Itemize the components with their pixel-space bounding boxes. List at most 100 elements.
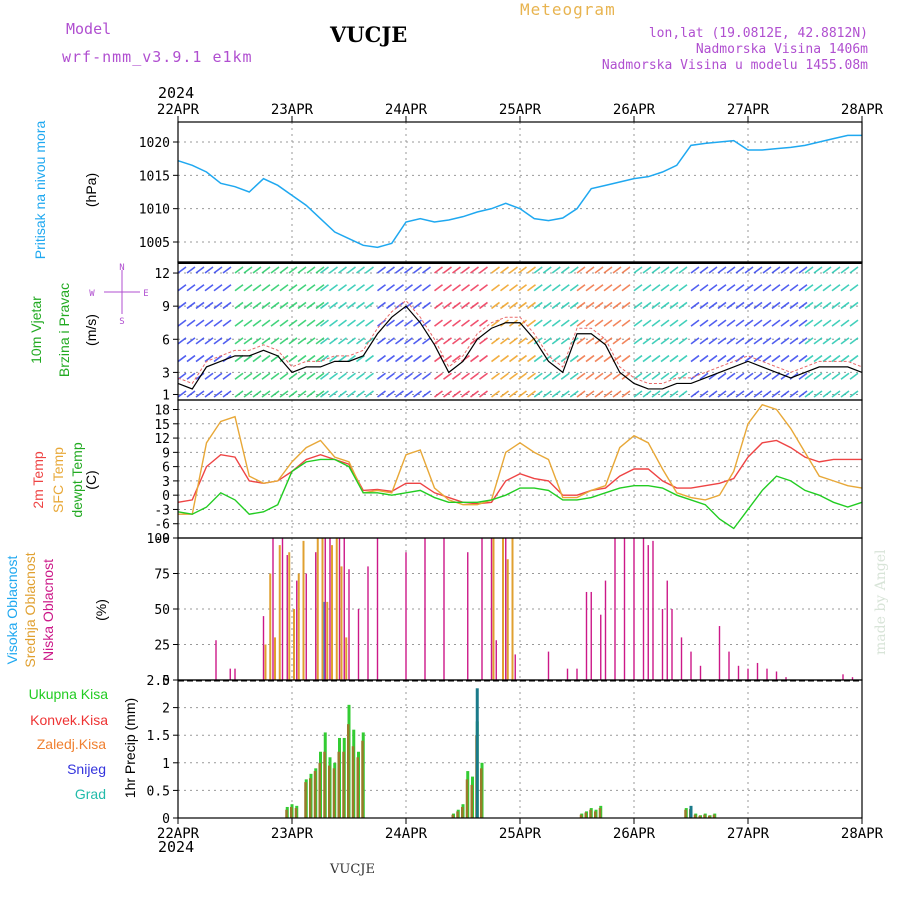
year-top: 2024: [158, 84, 195, 102]
wind-barb: [762, 354, 772, 363]
wind-barb: [491, 337, 500, 345]
wind-barb: [443, 284, 452, 292]
wind-barb: [542, 319, 552, 327]
precip-conv-bar: [693, 814, 697, 818]
wind-barb: [404, 301, 413, 310]
wind-barb: [560, 266, 570, 274]
wind-barb: [642, 372, 652, 380]
wind-barb: [822, 301, 832, 310]
wind-barb: [306, 301, 316, 310]
wind-barb: [699, 354, 709, 363]
precip-legend-snow: Snijeg: [67, 761, 106, 777]
wind-barb: [177, 354, 187, 363]
y-tick-label: 1: [162, 757, 170, 772]
x-date-label-bottom: 24APR: [385, 826, 428, 842]
wind-barb: [422, 372, 431, 380]
wind-barb: [222, 372, 232, 380]
wind-barb: [404, 390, 413, 398]
wind-barb: [443, 319, 452, 327]
wind-barb: [669, 372, 679, 380]
wind-barb: [491, 301, 500, 310]
wind-barb: [365, 354, 374, 363]
x-date-label-bottom: 26APR: [613, 826, 656, 842]
wind-barb: [642, 284, 652, 292]
wind-barb: [621, 354, 631, 363]
wind-barb: [213, 319, 223, 327]
wind-barb: [186, 390, 196, 398]
wind-barb: [452, 266, 461, 274]
wind-barb: [509, 354, 518, 363]
wind-barb: [279, 390, 289, 398]
wind-barb: [443, 337, 452, 345]
wind-barb: [261, 372, 271, 380]
wind-barb: [252, 354, 262, 363]
wind-barb: [813, 301, 823, 310]
wind-barb: [243, 390, 253, 398]
wind-barb: [288, 390, 298, 398]
wind-barb: [320, 319, 329, 327]
wind-barb: [315, 301, 325, 310]
wind-barb: [678, 284, 688, 292]
wind-barb: [500, 337, 509, 345]
y-tick-label: 25: [154, 639, 170, 654]
panel-frame: [177, 399, 863, 539]
wind-barb: [434, 266, 443, 274]
wind-barb: [509, 301, 518, 310]
wind-barb: [413, 390, 422, 398]
wind-barb: [576, 266, 586, 274]
wind-barb: [849, 390, 859, 398]
wind-barb: [243, 266, 253, 274]
wind-barb: [213, 390, 223, 398]
wind-barb: [306, 266, 316, 274]
wind-barb: [621, 337, 631, 345]
pressure-series-line: [177, 134, 862, 249]
wind-barb: [762, 372, 772, 380]
wind-barb: [699, 284, 709, 292]
wind-barb: [479, 390, 488, 398]
wind-barb: [461, 284, 470, 292]
wind-barb: [320, 390, 329, 398]
wind-barb: [762, 301, 772, 310]
wind-barb: [270, 301, 280, 310]
wind-barb: [288, 301, 298, 310]
wind-barb-band: [320, 266, 374, 398]
wind-barb: [279, 337, 289, 345]
precip-conv-bar: [598, 808, 602, 818]
wind-barb: [798, 337, 808, 345]
wind-barb: [491, 354, 500, 363]
wind-barb: [395, 319, 404, 327]
wind-barb: [560, 301, 570, 310]
wind-barb: [726, 354, 736, 363]
wind-barb: [270, 319, 280, 327]
wind-barb: [813, 284, 823, 292]
wind-barb: [533, 390, 543, 398]
wind-barb: [204, 390, 214, 398]
wind-barb: [195, 319, 205, 327]
precip-conv-bar: [698, 815, 701, 818]
wind-barb: [542, 372, 552, 380]
wind-barb-band: [234, 266, 325, 398]
wind-barb: [443, 390, 452, 398]
wind-barb: [395, 337, 404, 345]
wind-barb: [297, 372, 307, 380]
wind-barb: [347, 390, 356, 398]
wind-barb: [560, 284, 570, 292]
wind-barb: [491, 372, 500, 380]
wind-barb: [509, 284, 518, 292]
wind-barb: [315, 266, 325, 274]
wind-barb: [243, 372, 253, 380]
model-name: wrf-nmm_v3.9.1 e1km: [62, 48, 253, 66]
wind-barb: [651, 337, 661, 345]
compass-west: W: [89, 289, 95, 299]
wind-barb: [443, 354, 452, 363]
wind-barb: [780, 319, 790, 327]
wind-barb: [804, 337, 814, 345]
wind-barb: [744, 319, 754, 327]
wind-barb: [422, 354, 431, 363]
wind-barb: [642, 354, 652, 363]
wind-barb: [560, 354, 570, 363]
wind-barb: [527, 390, 536, 398]
wind-barb: [338, 319, 347, 327]
wind-barb: [726, 337, 736, 345]
wind-barb: [279, 301, 289, 310]
